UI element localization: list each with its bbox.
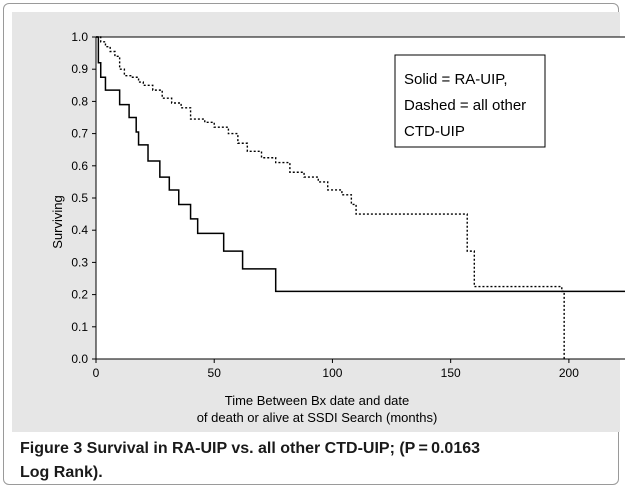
y-tick-label: 1.0 xyxy=(71,30,88,44)
y-tick-label: 0.2 xyxy=(71,288,88,302)
legend-box: Solid = RA-UIP, Dashed = all other CTD-U… xyxy=(394,54,546,148)
x-tick-label: 0 xyxy=(93,366,100,380)
x-tick-label: 100 xyxy=(322,366,342,380)
x-tick-label: 150 xyxy=(441,366,461,380)
y-tick-label: 0.9 xyxy=(71,62,88,76)
y-axis-ticks: 0.0 0.1 0.2 0.3 0.4 0.5 0.6 0.7 0.8 0.9 1.0 xyxy=(71,30,96,366)
series-line-solid xyxy=(96,36,625,293)
y-tick-label: 0.5 xyxy=(71,191,88,205)
x-tick-label: 200 xyxy=(559,366,579,380)
caption-text-line-2: Log Rank). xyxy=(20,464,103,481)
y-tick-label: 0.4 xyxy=(71,223,88,237)
y-tick-label: 0.3 xyxy=(71,255,88,269)
x-tick-label: 50 xyxy=(208,366,222,380)
legend-line-1: Solid = RA-UIP, xyxy=(404,71,508,88)
figure-frame: 0.0 0.1 0.2 0.3 0.4 0.5 0.6 0.7 0.8 0.9 1.0 0 50 100… xyxy=(3,3,625,485)
legend-line-2: Dashed = all other xyxy=(404,97,526,114)
series-line-dashed xyxy=(96,36,565,359)
y-tick-label: 0.0 xyxy=(71,352,88,366)
y-tick-label: 0.1 xyxy=(71,320,88,334)
y-tick-label: 0.8 xyxy=(71,94,88,108)
x-axis-ticks: 0 50 100 150 200 xyxy=(93,359,579,380)
y-axis-label: Surviving xyxy=(50,195,65,248)
caption-text-line-1: Figure 3 Survival in RA-UIP vs. all othe… xyxy=(20,440,481,457)
plot-background: 0.0 0.1 0.2 0.3 0.4 0.5 0.6 0.7 0.8 0.9 1.0 0 50 100… xyxy=(12,12,625,432)
series-group xyxy=(96,36,625,359)
x-axis-label-line-2: of death or alive at SSDI Search (months… xyxy=(197,410,438,425)
plot-area xyxy=(96,37,625,359)
x-axis-label-line-1: Time Between Bx date and date xyxy=(225,393,410,408)
plot-border xyxy=(95,36,625,360)
survival-chart: 0.0 0.1 0.2 0.3 0.4 0.5 0.6 0.7 0.8 0.9 1.0 0 50 100… xyxy=(50,30,625,425)
legend-frame xyxy=(394,54,546,148)
figure-caption: Figure 3 Survival in RA-UIP vs. all othe… xyxy=(20,437,616,485)
y-tick-label: 0.6 xyxy=(71,159,88,173)
y-tick-label: 0.7 xyxy=(71,127,88,141)
legend-line-3: CTD-UIP xyxy=(404,123,465,140)
